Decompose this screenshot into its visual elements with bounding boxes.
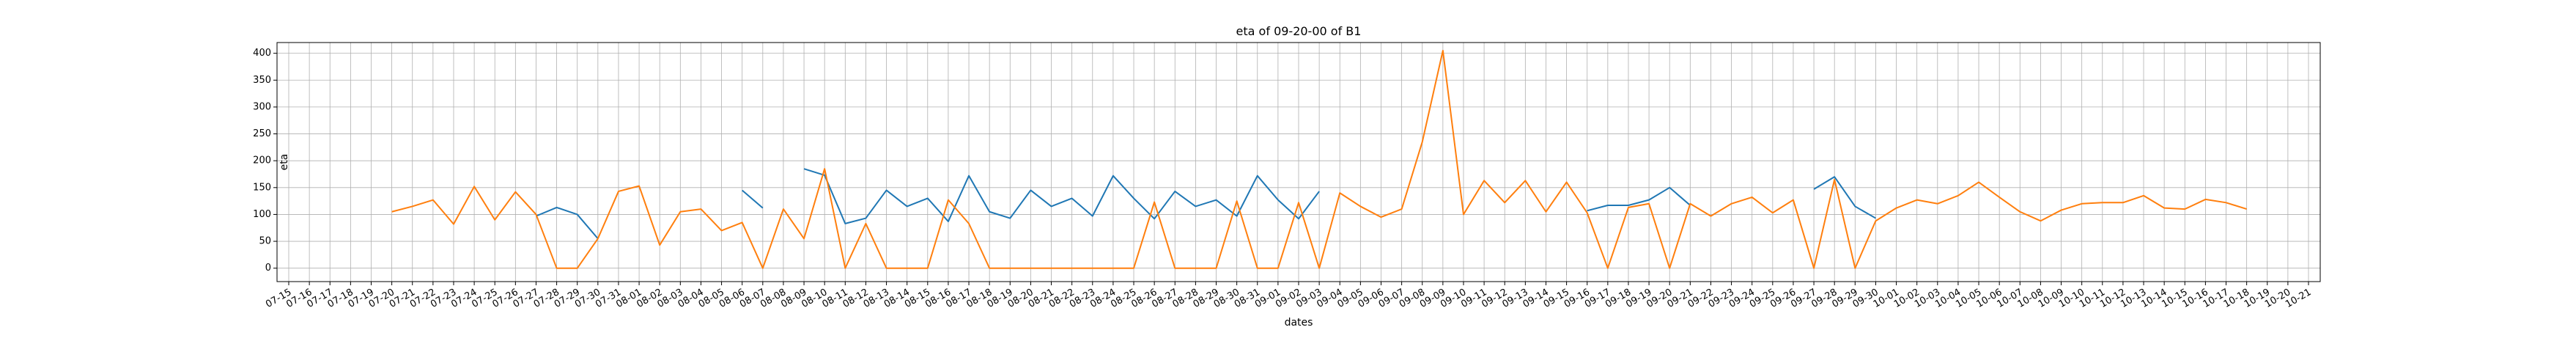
y-tick-label: 400 (253, 48, 271, 59)
series-line (1813, 176, 1876, 219)
x-axis-label: dates (1285, 317, 1313, 329)
gridlines (277, 43, 2320, 282)
y-tick-label: 300 (253, 101, 271, 112)
y-tick-label: 150 (253, 182, 271, 193)
y-tick-label: 100 (253, 209, 271, 220)
series-line (391, 49, 2247, 269)
y-tick-label: 0 (265, 263, 271, 274)
chart-title: eta of 09-20-00 of B1 (1236, 24, 1362, 38)
y-tick-label: 200 (253, 155, 271, 166)
axes: 07-1507-1607-1707-1807-1907-2007-2107-22… (253, 48, 2313, 310)
y-tick-label: 50 (259, 236, 271, 247)
y-tick-label: 250 (253, 128, 271, 139)
series-line (1587, 186, 1691, 212)
y-axis-label: eta (278, 154, 290, 171)
series-line (536, 206, 599, 240)
series-lines (391, 49, 2247, 269)
series-line (742, 189, 764, 209)
y-tick-label: 350 (253, 75, 271, 86)
